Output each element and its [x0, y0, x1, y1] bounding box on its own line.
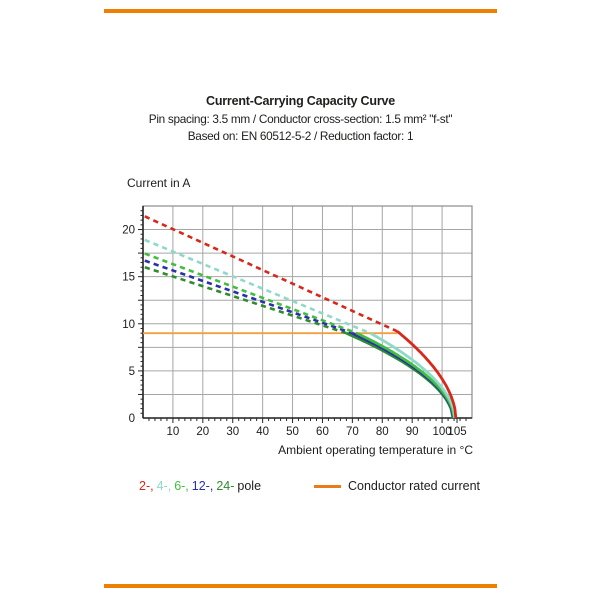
- rated-current-legend-label: Conductor rated current: [348, 479, 481, 493]
- series-24-pole-dashed-segment: [144, 266, 347, 335]
- x-tick-label: 40: [256, 426, 269, 438]
- series-2-pole-solid-segment: [396, 330, 458, 419]
- series-24-pole-solid-segment: [345, 331, 455, 419]
- x-tick-label: 80: [376, 426, 389, 438]
- x-tick-label: 100: [432, 426, 451, 438]
- x-tick-label: 105: [447, 426, 466, 438]
- x-tick-label: 50: [286, 426, 299, 438]
- legend-label-2-pole: 2-,: [139, 479, 154, 493]
- series-4-pole-solid-segment: [369, 331, 457, 419]
- rated-current-line-swatch: [314, 484, 341, 488]
- series-4-pole-dashed-segment: [144, 238, 371, 335]
- y-tick-labels: 0 5 10 15 20: [122, 225, 135, 425]
- axis-ticks: [138, 210, 467, 423]
- x-tick-label: 70: [346, 426, 359, 438]
- x-tick-label: 90: [406, 426, 419, 438]
- y-tick-label: 5: [129, 366, 135, 378]
- legend-label-4-pole: 4-,: [156, 479, 172, 493]
- y-tick-label: 15: [122, 272, 135, 284]
- axes: [142, 206, 472, 419]
- series-4-pole-curve: [144, 238, 457, 419]
- y-tick-label: 0: [129, 413, 135, 425]
- series-6-pole-curve: [144, 252, 456, 419]
- series-2-pole-curve: [144, 215, 458, 419]
- x-tick-label: 60: [316, 426, 329, 438]
- legend-pole-suffix: pole: [237, 479, 262, 493]
- series-6-pole-solid-segment: [356, 331, 456, 419]
- y-tick-label: 10: [122, 319, 135, 331]
- rated-current-legend: Conductor rated current: [314, 479, 480, 493]
- series-12-pole-dashed-segment: [144, 259, 353, 335]
- x-axis-title: Ambient operating temperature in °C: [278, 443, 473, 457]
- x-tick-label: 10: [167, 426, 180, 438]
- top-accent-bar: [104, 9, 497, 13]
- chart-subtitle-specs: Pin spacing: 3.5 mm / Conductor cross-se…: [148, 112, 453, 126]
- chart-title: Current-Carrying Capacity Curve: [206, 94, 395, 108]
- y-axis-title: Current in A: [127, 176, 191, 190]
- legend-label-24-pole: 24-: [216, 479, 235, 493]
- legend-label-6-pole: 6-,: [174, 479, 189, 493]
- x-tick-label: 20: [196, 426, 209, 438]
- y-tick-label: 20: [122, 225, 135, 237]
- series-6-pole-dashed-segment: [144, 252, 358, 335]
- series-24-pole-curve: [144, 266, 455, 419]
- x-tick-label: 30: [226, 426, 239, 438]
- chart-subtitle-standard: Based on: EN 60512-5-2 / Reduction facto…: [187, 129, 414, 143]
- bottom-accent-bar: [104, 584, 497, 588]
- legend-label-12-pole: 12-,: [191, 479, 214, 493]
- pole-count-legend: 2-, 4-, 6-, 12-, 24- pole: [139, 479, 264, 493]
